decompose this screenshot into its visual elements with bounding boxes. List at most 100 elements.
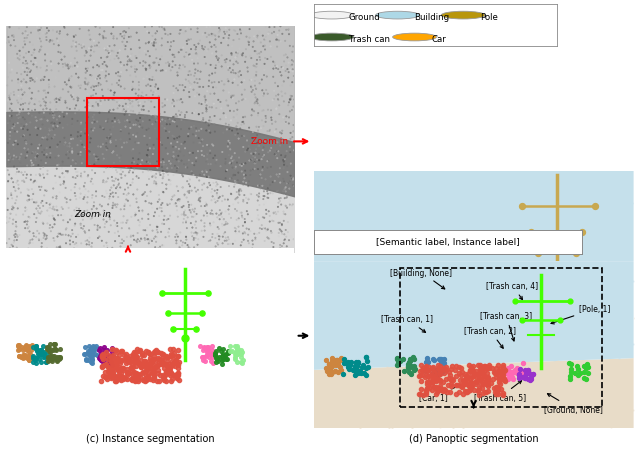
Point: [616, 313, 626, 320]
Point: [336, 308, 346, 315]
Point: [545, 192, 555, 199]
Point: [205, 161, 216, 168]
Point: [116, 220, 126, 227]
Point: [478, 169, 488, 176]
Point: [519, 244, 529, 252]
Point: [591, 391, 602, 398]
Point: [104, 46, 115, 53]
Point: [424, 283, 434, 290]
Point: [532, 313, 543, 321]
Point: [119, 351, 129, 359]
Point: [179, 192, 189, 199]
Point: [91, 156, 101, 163]
Point: [177, 132, 188, 139]
Point: [621, 297, 631, 304]
Point: [273, 220, 284, 227]
Point: [249, 230, 259, 238]
Point: [81, 48, 91, 55]
Point: [394, 230, 404, 238]
Point: [86, 348, 96, 355]
Point: [444, 369, 454, 376]
Point: [149, 173, 159, 180]
Point: [189, 123, 199, 130]
Point: [68, 175, 79, 182]
Point: [266, 164, 276, 171]
Point: [479, 301, 490, 308]
Point: [100, 368, 111, 376]
Point: [99, 126, 109, 133]
Point: [118, 29, 128, 36]
Point: [485, 203, 495, 210]
Point: [477, 347, 488, 354]
Point: [202, 160, 212, 167]
Point: [285, 95, 296, 102]
Point: [260, 113, 271, 120]
Point: [282, 194, 292, 202]
Point: [529, 308, 539, 315]
Point: [522, 322, 532, 329]
Point: [529, 318, 539, 325]
Point: [150, 60, 160, 67]
Point: [380, 300, 390, 307]
Bar: [87, 99, 159, 167]
Point: [248, 63, 259, 70]
Point: [218, 66, 228, 74]
Point: [233, 130, 243, 138]
Point: [98, 141, 108, 148]
Point: [196, 126, 207, 133]
Point: [13, 155, 23, 162]
Point: [74, 41, 84, 48]
Point: [435, 175, 445, 182]
Point: [216, 78, 227, 85]
Point: [79, 228, 90, 235]
Point: [527, 371, 538, 378]
Point: [175, 28, 186, 35]
Point: [367, 304, 378, 312]
Point: [232, 72, 243, 79]
Point: [497, 324, 507, 331]
Point: [382, 326, 392, 333]
Point: [95, 356, 106, 364]
Point: [271, 106, 282, 113]
Point: [214, 240, 224, 247]
Point: [140, 377, 150, 384]
Point: [208, 84, 218, 92]
Point: [109, 56, 120, 64]
Point: [171, 111, 181, 119]
Point: [122, 369, 132, 376]
Point: [5, 127, 15, 134]
Point: [33, 28, 44, 35]
Point: [130, 87, 140, 94]
Point: [579, 374, 589, 382]
Point: [479, 389, 490, 396]
Point: [506, 324, 516, 331]
Point: [68, 33, 79, 41]
Point: [508, 290, 518, 297]
Point: [584, 195, 595, 202]
Point: [40, 119, 50, 126]
Point: [111, 70, 121, 78]
Point: [3, 120, 13, 128]
Point: [196, 228, 207, 235]
Point: [15, 53, 25, 60]
Point: [598, 181, 609, 189]
Point: [392, 355, 403, 363]
Point: [135, 55, 145, 63]
Point: [318, 264, 328, 271]
Point: [619, 386, 629, 393]
Point: [608, 359, 618, 367]
Point: [128, 108, 138, 115]
Point: [139, 357, 149, 364]
Point: [525, 376, 535, 383]
Point: [115, 158, 125, 166]
Point: [145, 53, 155, 60]
Point: [146, 364, 156, 372]
Point: [28, 42, 38, 49]
Point: [114, 180, 124, 188]
Point: [340, 307, 350, 314]
Point: [221, 115, 231, 122]
Point: [245, 46, 255, 53]
Point: [570, 281, 580, 288]
Point: [31, 64, 42, 71]
Point: [312, 293, 323, 300]
